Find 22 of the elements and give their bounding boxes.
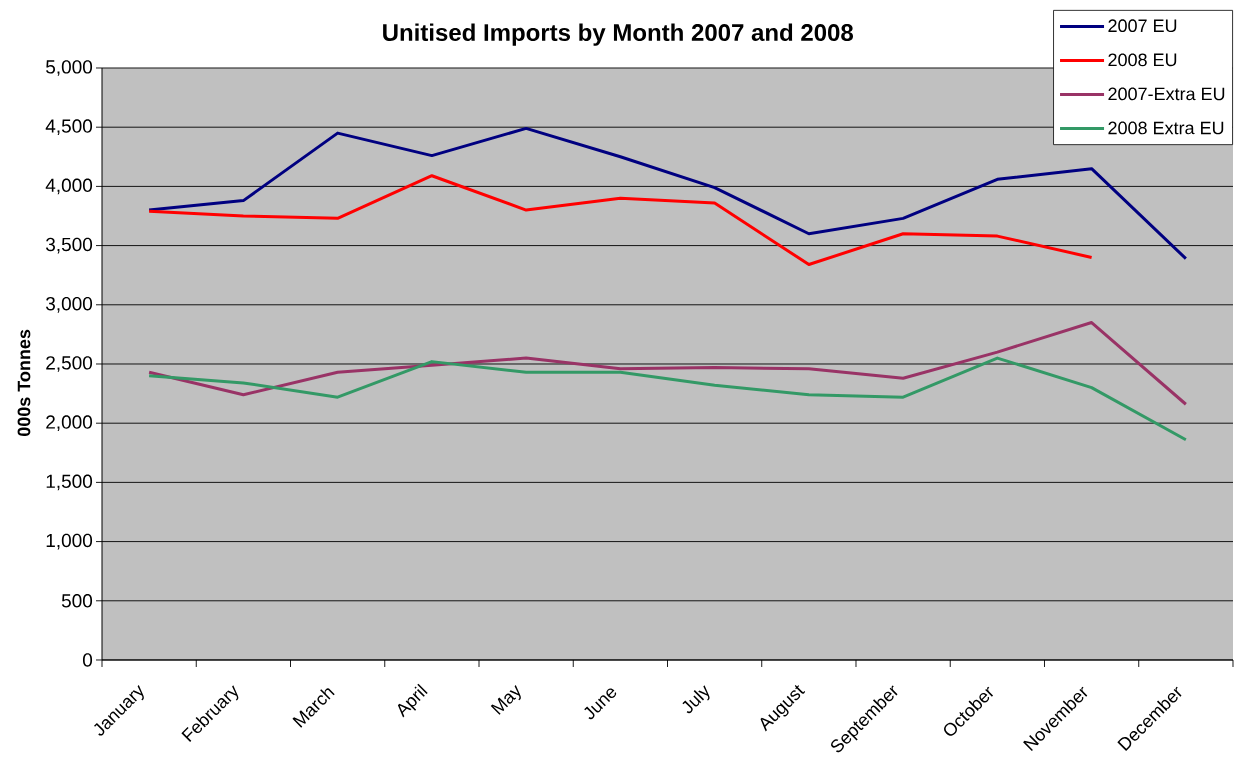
- y-tick-label: 3,500: [45, 237, 93, 254]
- legend-label: 2008 Extra EU: [1108, 121, 1224, 135]
- x-tick-label: May: [490, 685, 521, 715]
- y-tick-label: 5,000: [46, 60, 93, 76]
- y-tick-label: 2,500: [46, 356, 93, 372]
- y-tick-label: 500: [61, 594, 93, 608]
- line-series: [147, 321, 1188, 406]
- chart-title: Unitised Imports by Month 2007 and 2008: [383, 23, 854, 46]
- legend-label: 2008 EU: [1108, 53, 1177, 67]
- line-series: [147, 356, 1188, 442]
- line-series: [147, 174, 1094, 267]
- legend-label: 2007-Extra EU: [1108, 87, 1225, 101]
- y-tick-label: 3,000: [45, 296, 93, 313]
- y-tick-label: 4,500: [45, 119, 93, 136]
- y-tick-label: 1,000: [46, 533, 93, 550]
- y-tick-label: 1,500: [46, 474, 93, 491]
- y-tick-label: 2,000: [46, 415, 93, 432]
- y-tick-label: 0: [82, 653, 93, 667]
- legend-label: 2007 EU: [1108, 19, 1177, 33]
- x-tick-label: July: [682, 685, 710, 714]
- y-tick-label: 4,000: [45, 178, 93, 195]
- y-axis-title: 000s Tonnes: [17, 329, 31, 437]
